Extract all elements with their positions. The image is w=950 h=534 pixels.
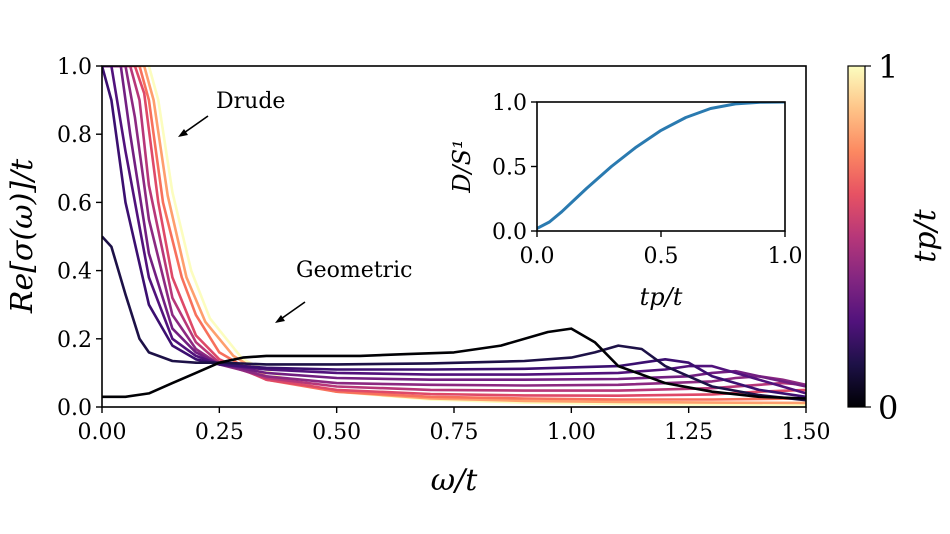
inset-curves bbox=[537, 102, 785, 230]
colorbar-bar bbox=[847, 65, 866, 408]
main-x-tick-label: 1.00 bbox=[547, 420, 596, 445]
inset-x-label: tp/t bbox=[640, 283, 683, 311]
inset-y-ticks: 0.0 0.5 1.0 bbox=[492, 91, 537, 245]
main-y-tick-label: 0.0 bbox=[57, 396, 92, 421]
main-y-ticks: 0.0 0.2 0.4 0.6 0.8 1.0 bbox=[57, 55, 102, 421]
main-x-tick-label: 1.50 bbox=[782, 420, 831, 445]
main-y-tick-label: 1.0 bbox=[57, 55, 92, 80]
curve-tp-0.2 bbox=[102, 66, 806, 399]
inset-x-tick-label: 1.0 bbox=[768, 244, 803, 269]
main-y-tick-label: 0.2 bbox=[57, 328, 92, 353]
main-x-tick-label: 0.00 bbox=[78, 420, 127, 445]
curve-tp-0.6 bbox=[102, 66, 806, 392]
main-x-label: ω/t bbox=[431, 463, 479, 498]
main-y-tick-label: 0.8 bbox=[57, 123, 92, 148]
inset-y-label: D/S¹ bbox=[448, 139, 476, 193]
main-x-tick-label: 0.50 bbox=[312, 420, 361, 445]
colorbar-tick-label-min: 0 bbox=[878, 389, 898, 427]
main-x-tick-label: 0.25 bbox=[195, 420, 244, 445]
curve-tp-0.5 bbox=[102, 66, 806, 387]
main-curves bbox=[102, 66, 806, 407]
colorbar: 1 0 tp/t bbox=[847, 48, 943, 427]
curve-tp-0.4 bbox=[102, 66, 806, 388]
inset-x-tick-label: 0.0 bbox=[520, 244, 555, 269]
inset-y-tick-label: 0.0 bbox=[492, 220, 527, 245]
inset-y-tick-label: 1.0 bbox=[492, 91, 527, 116]
drude-arrow-head bbox=[178, 129, 188, 137]
main-y-label: Re[σ(ω)]/t bbox=[5, 158, 40, 314]
main-x-tick-label: 1.25 bbox=[664, 420, 713, 445]
inset-x-ticks: 0.0 0.5 1.0 bbox=[520, 231, 803, 269]
drude-annotation: Drude bbox=[216, 89, 285, 114]
inset-y-tick-label: 0.5 bbox=[492, 156, 527, 181]
inset-plot: 0.0 0.5 1.0 0.0 0.5 1.0 tp/t D/S¹ bbox=[448, 91, 803, 311]
geometric-annotation: Geometric bbox=[296, 258, 412, 283]
main-plot: 0.00 0.25 0.50 0.75 1.00 1.25 1.50 0.00.20.40.… bbox=[5, 55, 830, 498]
main-x-ticks: 0.00 0.25 0.50 0.75 1.00 1.25 1.50 bbox=[78, 407, 831, 445]
colorbar-label: tp/t bbox=[908, 208, 943, 262]
inset-curve bbox=[537, 102, 785, 230]
curve-tp-0.3 bbox=[102, 66, 806, 395]
inset-background bbox=[537, 102, 785, 231]
curve-tp-0.7 bbox=[102, 66, 806, 397]
main-y-tick-label: 0.6 bbox=[57, 191, 92, 216]
curve-tp-0.1 bbox=[102, 235, 806, 402]
curve-tp-0.0 bbox=[102, 327, 806, 400]
main-y-tick-label: 0.4 bbox=[57, 260, 92, 285]
geometric-arrow-head bbox=[275, 315, 285, 323]
main-x-tick-label: 0.75 bbox=[430, 420, 479, 445]
inset-x-tick-label: 0.5 bbox=[644, 244, 679, 269]
colorbar-tick-label-max: 1 bbox=[878, 48, 898, 86]
